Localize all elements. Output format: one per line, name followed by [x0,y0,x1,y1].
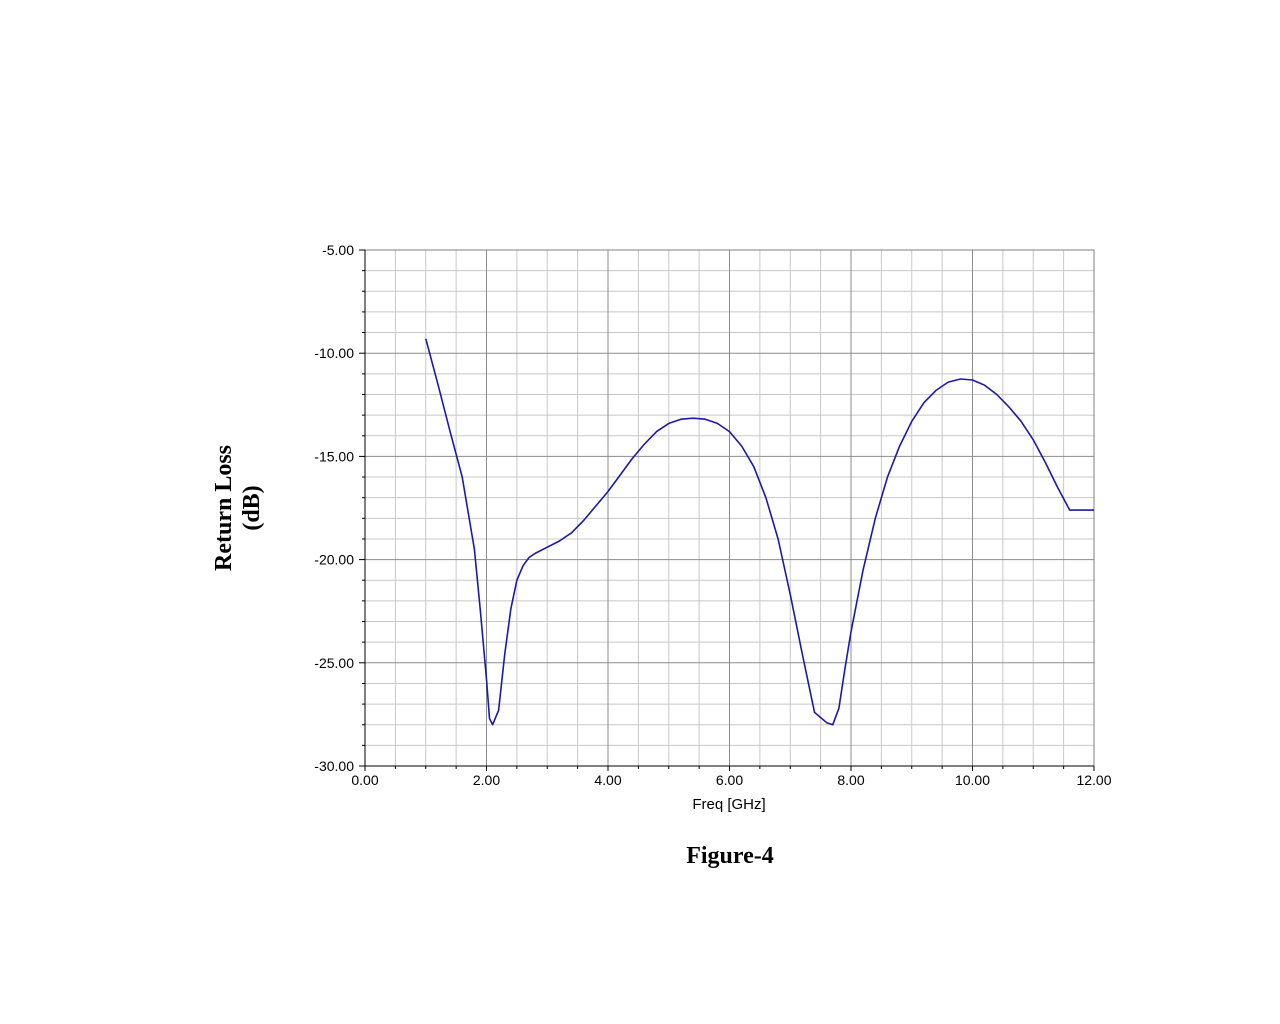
y-tick-label: -20.00 [314,552,354,568]
series-layer [425,338,1094,726]
y-tick-label: -15.00 [314,448,354,464]
x-tick-label: 4.00 [594,772,621,788]
y-tick-label: -5.00 [322,242,354,258]
x-tick-label: 8.00 [837,772,864,788]
y-axis-title-line-1: Return Loss [211,445,237,571]
x-tick-label: 12.00 [1076,772,1111,788]
y-tick-label: -10.00 [314,345,354,361]
x-axis-title: Freq [GHz] [692,796,765,813]
x-tick-label: 10.00 [955,772,990,788]
x-tick-label: 2.00 [473,772,500,788]
major-grid [365,250,1094,766]
figure-caption: Figure-4 [686,843,774,869]
y-tick-labels: -5.00 -10.00 -15.00 -20.00 -25.00 -30.00 [314,242,354,774]
x-tick-label: 0.00 [351,772,378,788]
y-axis-title: Return Loss (dB) [211,445,265,571]
x-tick-label: 6.00 [716,772,743,788]
y-tick-label: -30.00 [314,758,354,774]
y-axis-title-line-2: (dB) [239,485,265,530]
x-tick-labels: 0.00 2.00 4.00 6.00 8.00 10.00 12.00 [351,772,1111,788]
y-tick-label: -25.00 [314,655,354,671]
axes [359,249,1095,771]
series-line [425,338,1094,726]
